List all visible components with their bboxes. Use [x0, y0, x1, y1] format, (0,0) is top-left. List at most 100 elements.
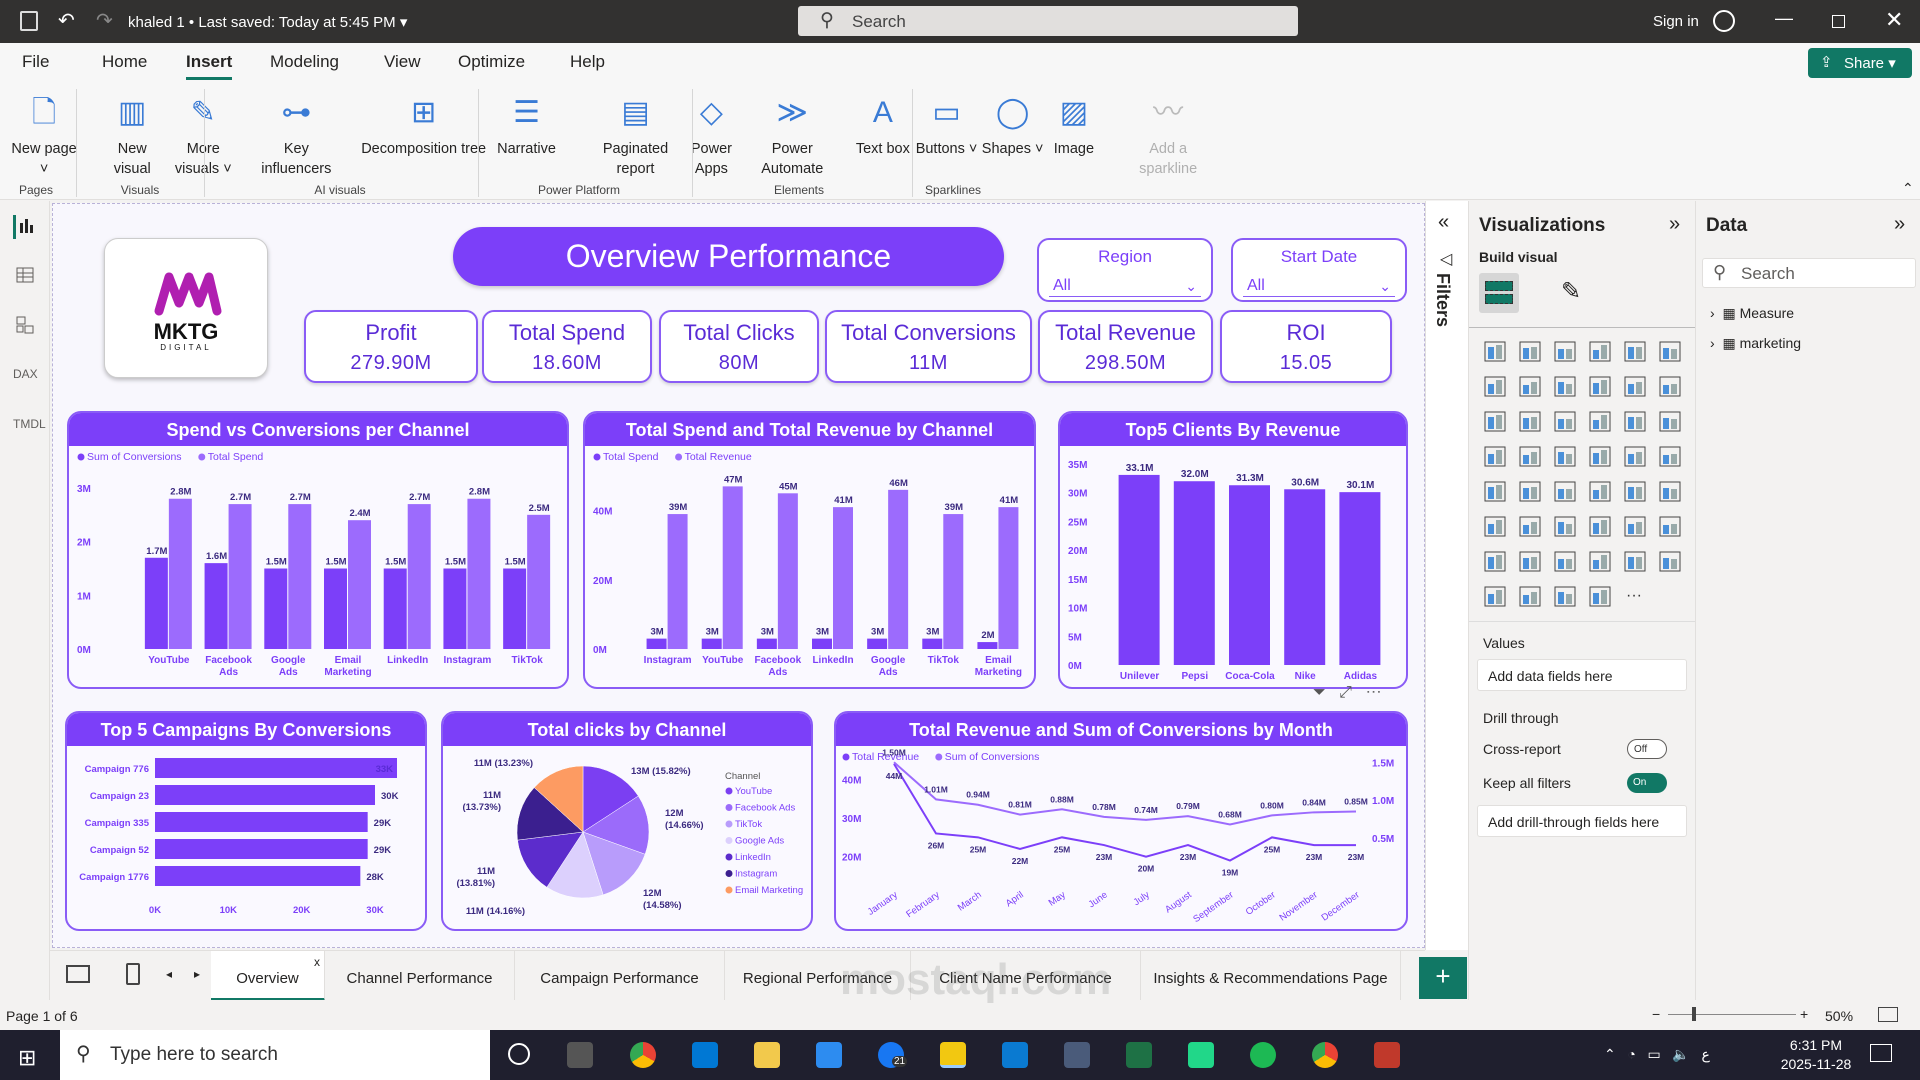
menu-tab-view[interactable]: View [384, 52, 421, 71]
report-view-icon[interactable] [13, 215, 37, 239]
clustered-column-visual-icon[interactable] [1588, 339, 1612, 363]
menu-tab-insert[interactable]: Insert [186, 52, 233, 80]
dax-query-view-icon[interactable]: DAX [13, 367, 38, 381]
bar[interactable] [264, 568, 288, 650]
top-campaigns-chart[interactable]: Top 5 Campaigns By Conversions Campaign 7… [65, 711, 427, 931]
spend-vs-conversions-chart[interactable]: Spend vs Conversions per Channel Sum of C… [67, 411, 569, 689]
cross-report-toggle[interactable]: Off [1627, 739, 1667, 759]
taskbar-search[interactable]: ⚲ Type here to search [60, 1030, 490, 1080]
bar[interactable] [407, 504, 431, 649]
narrative-visual-icon[interactable] [1483, 549, 1507, 573]
map-visual-icon[interactable] [1518, 444, 1542, 468]
page-tab[interactable]: Channel Performance [325, 951, 515, 1001]
decomposition-tree-button[interactable]: ⊞ Decomposition tree [360, 93, 487, 159]
slicer-visual-icon[interactable] [1623, 479, 1647, 503]
bar[interactable] [701, 638, 722, 649]
bar[interactable] [503, 568, 527, 650]
add-page-button[interactable]: + [1419, 957, 1467, 999]
file-title[interactable]: khaled 1 • Last saved: Today at 5:45 PM … [128, 14, 408, 31]
power-automate-visual-icon[interactable] [1588, 584, 1612, 608]
pie-slice[interactable] [582, 765, 639, 833]
funnel-visual-icon[interactable] [1553, 409, 1577, 433]
bar[interactable] [977, 642, 998, 649]
line-column-visual-icon[interactable] [1623, 374, 1647, 398]
page-tab[interactable]: Overview x [211, 951, 325, 1001]
sign-in-button[interactable]: Sign in [1653, 13, 1699, 30]
desktop-layout-icon[interactable] [66, 965, 90, 983]
bar[interactable] [922, 638, 943, 649]
focus-mode-icon[interactable]: ⤢ [1339, 684, 1352, 701]
series-line[interactable] [893, 761, 1357, 826]
table-measure[interactable]: › ▦ Measure [1710, 305, 1795, 321]
python-visual-visual-icon[interactable] [1553, 514, 1577, 538]
chrome-profile-icon[interactable] [1312, 1042, 1338, 1068]
pie-slice[interactable] [533, 765, 584, 833]
bar[interactable] [155, 866, 361, 886]
page-tab[interactable]: Campaign Performance [515, 951, 725, 1001]
area-visual-icon[interactable] [1518, 374, 1542, 398]
treemap-visual-icon[interactable] [1483, 444, 1507, 468]
spend-revenue-chart[interactable]: Total Spend and Total Revenue by Channel… [583, 411, 1036, 689]
waterfall-visual-icon[interactable] [1518, 409, 1542, 433]
card-visual-icon[interactable] [1518, 479, 1542, 503]
100-column-visual-icon[interactable] [1658, 339, 1682, 363]
series-line[interactable] [893, 763, 1356, 862]
region-slicer[interactable]: Region All ⌄ [1037, 238, 1213, 302]
power-bi-icon[interactable] [940, 1042, 966, 1068]
bar[interactable] [443, 568, 467, 650]
vscode-icon[interactable] [1002, 1042, 1028, 1068]
goals-visual-icon[interactable] [1518, 549, 1542, 573]
table-marketing[interactable]: › ▦ marketing [1710, 335, 1802, 351]
bar[interactable] [867, 638, 888, 649]
model-view-icon[interactable] [13, 315, 37, 339]
new-page-button[interactable]: 🗋 New page ˅ [10, 93, 79, 179]
100-area-visual-icon[interactable] [1588, 374, 1612, 398]
bar[interactable] [1339, 492, 1381, 665]
minimize-icon[interactable]: — [1775, 8, 1793, 28]
matrix-visual-icon[interactable] [1483, 514, 1507, 538]
top-clients-chart[interactable]: Top5 Clients By Revenue 0M 5M 10M 15M 20M 25M 3… [1058, 411, 1408, 689]
search-box[interactable]: ⚲ Search [798, 6, 1298, 36]
task-view-icon[interactable] [508, 1043, 530, 1065]
redo-icon[interactable]: ↷ [96, 10, 113, 32]
page-tab[interactable]: Insights & Recommendations Page [1141, 951, 1401, 1001]
undo-icon[interactable]: ↶ [58, 10, 75, 32]
qa-visual-icon[interactable] [1658, 514, 1682, 538]
arcgis-visual-icon[interactable] [1518, 584, 1542, 608]
bar[interactable] [777, 493, 798, 649]
bar[interactable] [155, 812, 368, 832]
close-tab-icon[interactable]: x [314, 955, 320, 969]
build-visual-tab[interactable] [1479, 273, 1519, 313]
donut-visual-icon[interactable] [1658, 409, 1682, 433]
bar[interactable] [204, 563, 228, 649]
bar[interactable] [144, 557, 168, 649]
power-apps-visual-icon[interactable] [1553, 584, 1577, 608]
collapse-pane-icon[interactable]: » [1894, 213, 1906, 235]
app-icon[interactable] [1064, 1042, 1090, 1068]
bar[interactable] [527, 514, 551, 649]
bar[interactable] [646, 638, 667, 649]
bar[interactable] [1173, 481, 1215, 665]
bar[interactable] [324, 568, 347, 650]
bar[interactable] [383, 568, 407, 650]
tmdl-view-icon[interactable]: TMDL [13, 417, 46, 431]
format-visual-icon[interactable]: ✎ [1561, 278, 1582, 305]
stacked-area-visual-icon[interactable] [1553, 374, 1577, 398]
save-icon[interactable] [20, 11, 38, 31]
scatter-visual-icon[interactable] [1588, 409, 1612, 433]
bar[interactable] [155, 839, 368, 859]
bar[interactable] [722, 486, 743, 649]
expand-filters-icon[interactable]: « [1438, 211, 1450, 233]
pie-slice[interactable] [582, 795, 650, 855]
bar[interactable] [168, 498, 192, 649]
bar[interactable] [467, 498, 491, 649]
more-options-icon[interactable]: ⋯ [1365, 684, 1382, 701]
pie-slice[interactable] [582, 831, 646, 896]
restore-icon[interactable] [1832, 15, 1845, 28]
zoom-slider[interactable] [1668, 1007, 1796, 1021]
sparkline-button[interactable]: 〰 Add a sparkline [1131, 93, 1204, 179]
paginated-visual-icon[interactable] [1553, 549, 1577, 573]
mobile-layout-icon[interactable] [126, 963, 140, 985]
windows-start-icon[interactable]: ⊞ [18, 1045, 37, 1070]
clock[interactable]: 6:31 PM 2025-11-28 [1774, 1037, 1858, 1072]
